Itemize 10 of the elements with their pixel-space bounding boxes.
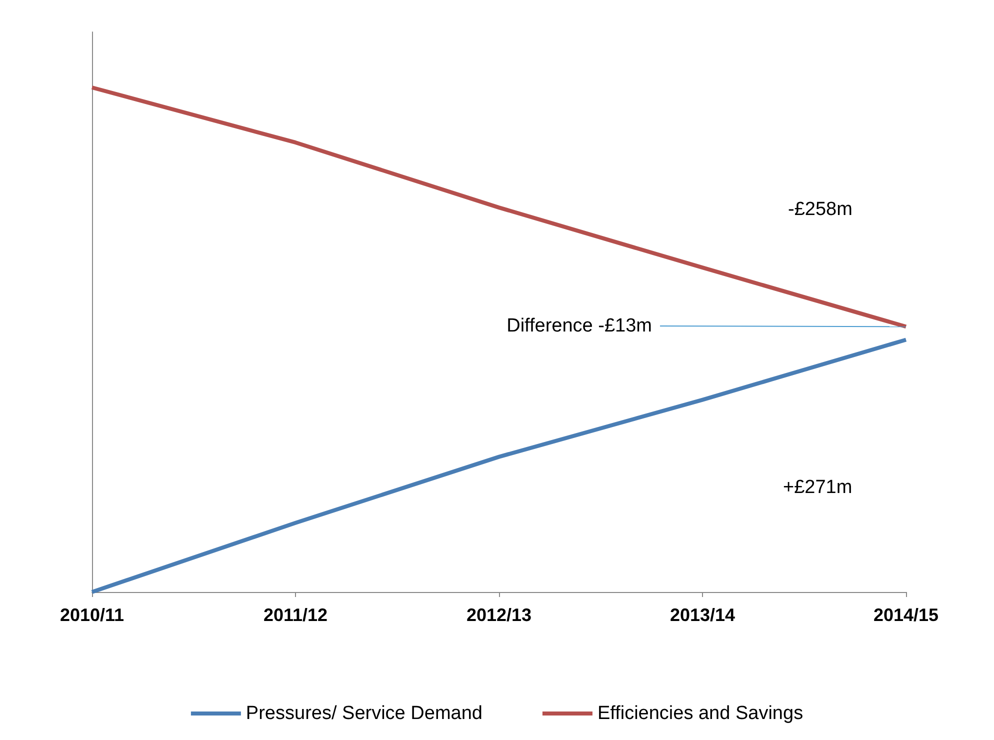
x-tick-label: 2012/13 (466, 605, 532, 625)
annotation: +£271m (783, 477, 852, 498)
legend-label: Efficiencies and Savings (597, 703, 804, 724)
x-tick-label: 2014/15 (873, 605, 939, 625)
annotation: Difference -£13m (506, 315, 652, 336)
annotation: -£258m (788, 199, 852, 220)
legend-label: Pressures/ Service Demand (246, 703, 482, 724)
x-tick-label: 2013/14 (670, 605, 736, 625)
x-tick-label: 2010/11 (60, 605, 124, 625)
x-tick-label: 2011/12 (263, 605, 328, 625)
